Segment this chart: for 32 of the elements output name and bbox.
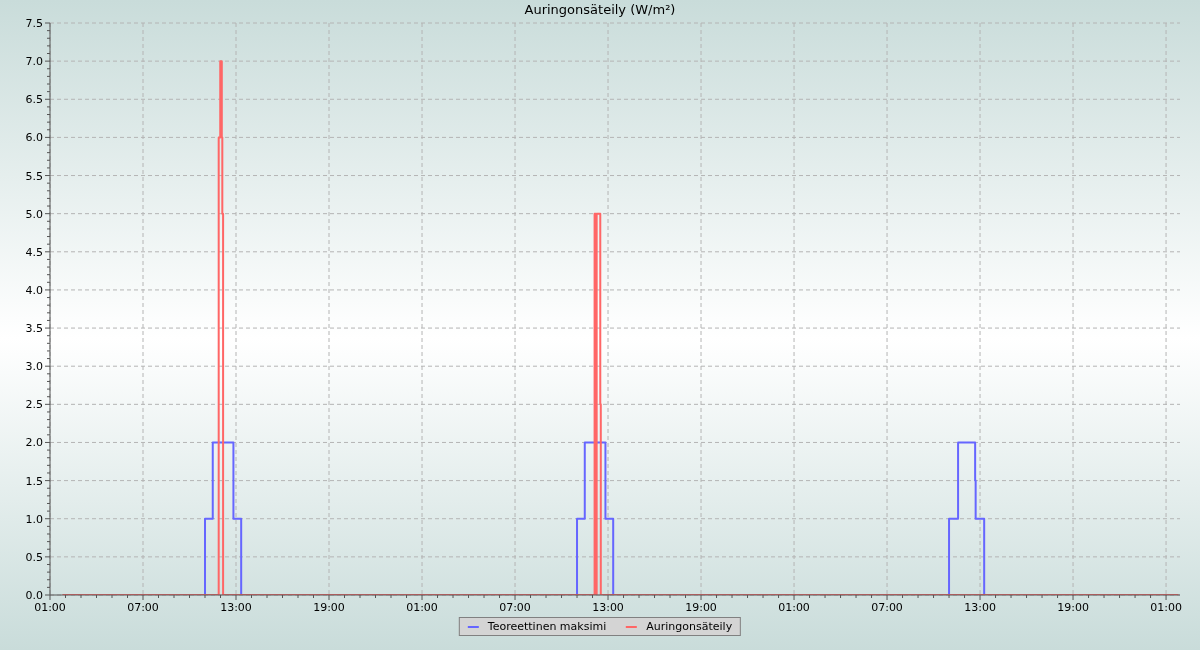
y-tick-label: 7.5 — [25, 17, 43, 30]
y-tick-label: 1.0 — [25, 512, 43, 526]
x-tick-label: 13:00 — [592, 601, 624, 614]
y-tick-label: 3.0 — [25, 360, 43, 374]
x-tick-label: 07:00 — [871, 601, 903, 614]
x-tick-label: 01:00 — [406, 601, 438, 614]
x-tick-label: 01:00 — [34, 601, 66, 614]
y-tick-label: 5.5 — [25, 169, 43, 183]
y-tick-label: 0.0 — [25, 589, 43, 602]
x-tick-label: 19:00 — [313, 601, 345, 614]
y-tick-label: 6.0 — [25, 131, 43, 145]
x-tick-label: 07:00 — [127, 601, 159, 614]
x-tick-label: 19:00 — [1057, 601, 1089, 614]
y-tick-label: 1.5 — [25, 474, 43, 488]
x-tick-label: 13:00 — [964, 601, 996, 614]
legend-label: Teoreettinen maksimi — [487, 620, 607, 633]
y-tick-label: 0.5 — [25, 550, 43, 564]
x-tick-label: 13:00 — [220, 601, 252, 614]
y-tick-label: 6.5 — [25, 93, 43, 107]
legend-label: Auringonsäteily — [646, 620, 733, 633]
x-tick-label: 07:00 — [499, 601, 531, 614]
y-tick-label: 2.5 — [25, 398, 43, 412]
y-tick-label: 4.5 — [25, 245, 43, 259]
y-tick-label: 5.0 — [25, 207, 43, 221]
y-tick-label: 3.5 — [25, 322, 43, 336]
x-tick-label: 01:00 — [1150, 601, 1182, 614]
y-tick-label: 4.0 — [25, 283, 43, 297]
x-tick-label: 01:00 — [778, 601, 810, 614]
y-tick-label: 2.0 — [25, 436, 43, 450]
x-tick-label: 19:00 — [685, 601, 717, 614]
y-tick-label: 7.0 — [25, 55, 43, 69]
chart-title: Auringonsäteily (W/m²) — [523, 2, 677, 17]
